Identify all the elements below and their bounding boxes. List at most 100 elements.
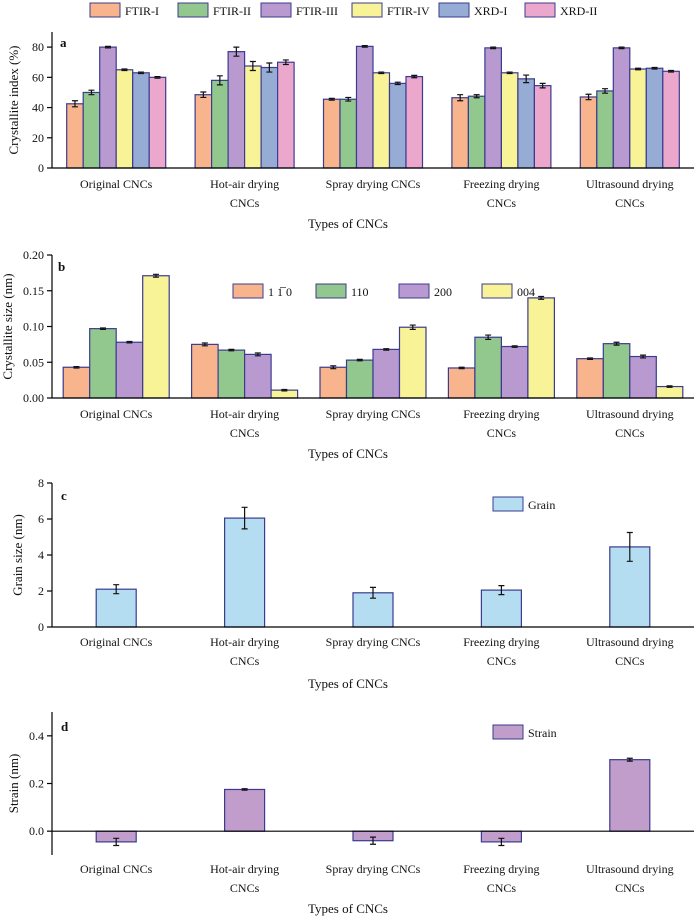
error-bar-b-s1-c0 — [99, 327, 106, 330]
bar-d-s0-c4 — [609, 759, 651, 832]
error-bar-a-s0-c4 — [585, 93, 592, 101]
y-tick-label: 20 — [32, 131, 44, 145]
x-tick-label: CNCs — [615, 881, 645, 895]
legend-label: XRD-I — [474, 4, 507, 18]
bar-a-s1-c4 — [596, 90, 614, 169]
bar-b-s3-c2 — [398, 326, 427, 399]
error-bar-b-s2-c2 — [383, 348, 390, 351]
x-tick-label: CNCs — [615, 654, 645, 668]
legend-swatch — [398, 283, 430, 299]
x-tick-label: Ultrasound drying — [586, 177, 674, 191]
legend-swatch — [315, 283, 347, 299]
y-tick-label: 0.00 — [23, 391, 44, 405]
y-tick-label: 0.20 — [23, 248, 44, 262]
chart-panel-a: 0 20 40 60 80 Original CNCs Hot-air drying CNCs… — [6, 2, 694, 231]
error-bar-a-s3-c3 — [506, 71, 513, 75]
bar-a-s5-c4 — [662, 70, 680, 169]
error-bar-a-s5-c4 — [668, 69, 675, 73]
bar-a-s1-c2 — [339, 98, 358, 169]
x-tick-label: CNCs — [230, 654, 260, 668]
legend-label: FTIR-I — [125, 4, 159, 18]
error-bar-a-s1-c1 — [216, 75, 223, 86]
legend-swatch — [438, 2, 470, 18]
error-bar-c-s0-c1 — [241, 506, 248, 530]
x-tick-label: Hot-air drying — [210, 177, 279, 191]
legend-swatch — [351, 2, 383, 18]
y-axis-label: Crystallite index (%) — [6, 45, 21, 154]
x-tick-label: Hot-air drying — [210, 635, 279, 649]
error-bar-d-s0-c1 — [241, 788, 248, 791]
error-bar-a-s4-c0 — [137, 71, 144, 75]
error-bar-b-s1-c2 — [356, 358, 363, 362]
bar-c-s0-c1 — [224, 517, 266, 628]
error-bar-b-s2-c4 — [640, 354, 647, 359]
legend-swatch — [89, 2, 121, 18]
error-bar-a-s2-c1 — [233, 46, 240, 57]
error-bar-a-s3-c2 — [378, 71, 385, 75]
x-tick-label: Ultrasound drying — [586, 635, 674, 649]
error-bar-d-s0-c2 — [370, 836, 376, 845]
y-tick-label: 0.05 — [23, 355, 44, 369]
y-tick-label: 8 — [38, 476, 44, 490]
error-bar-a-s1-c4 — [602, 88, 609, 94]
error-bar-c-s0-c3 — [498, 585, 505, 596]
bar-a-s2-c4 — [612, 47, 631, 169]
bar-b-s3-c3 — [527, 297, 556, 399]
error-bar-a-s2-c3 — [490, 46, 497, 50]
y-tick-label: 0 — [38, 620, 44, 634]
error-bar-a-s5-c1 — [282, 59, 289, 66]
bar-b-s0-c1 — [191, 343, 219, 399]
error-bar-b-s1-c1 — [228, 348, 235, 352]
error-bar-a-s4-c4 — [651, 66, 658, 70]
legend-label: 110 — [351, 285, 369, 299]
error-bar-a-s1-c3 — [473, 94, 480, 99]
bar-b-s0-c3 — [447, 367, 476, 399]
bar-b-s1-c2 — [345, 359, 374, 399]
error-bar-a-s0-c0 — [71, 100, 78, 108]
error-bar-a-s2-c2 — [361, 45, 368, 48]
error-bar-b-s3-c4 — [666, 385, 673, 388]
legend: FTIR-I FTIR-II FTIR-III FTIR-IV XRD-I XRD-II — [89, 2, 597, 18]
bar-a-s0-c2 — [322, 98, 341, 169]
x-tick-label: CNCs — [230, 196, 260, 210]
legend-label: FTIR-III — [296, 4, 338, 18]
y-tick-label: 4 — [38, 548, 44, 562]
y-tick-label: 6 — [38, 512, 44, 526]
bar-a-s0-c1 — [194, 94, 213, 169]
error-bar-b-s0-c3 — [458, 366, 465, 370]
x-axis-label: Types of CNCs — [308, 216, 388, 231]
bar-a-s1-c1 — [211, 79, 229, 169]
bar-b-s2-c4 — [629, 355, 657, 399]
x-tick-label: Original CNCs — [80, 635, 153, 649]
panel-letter: d — [61, 719, 69, 734]
x-tick-label: Freezing drying — [463, 177, 539, 191]
x-tick-label: Ultrasound drying — [586, 407, 674, 421]
x-tick-label: Original CNCs — [80, 177, 153, 191]
x-tick-label: Spray drying CNCs — [326, 407, 421, 421]
legend-swatch — [492, 724, 524, 740]
bar-a-s3-c2 — [372, 72, 391, 169]
error-bar-b-s3-c1 — [281, 388, 288, 392]
y-tick-label: 60 — [32, 70, 44, 84]
x-tick-label: Original CNCs — [80, 862, 153, 876]
error-bar-a-s1-c0 — [88, 89, 95, 96]
bar-b-s0-c2 — [319, 366, 348, 399]
bar-c-s0-c3 — [480, 589, 522, 628]
bar-b-s1-c1 — [217, 349, 246, 399]
bar-a-s4-c0 — [132, 72, 150, 169]
error-bar-a-s4-c3 — [523, 74, 530, 84]
y-tick-label: 2 — [38, 584, 44, 598]
x-tick-label: Hot-air drying — [210, 862, 279, 876]
bar-a-s0-c4 — [579, 96, 598, 169]
legend-label: 1 1̅ 0 — [268, 285, 292, 299]
legend: Strain — [492, 724, 557, 740]
y-axis-label: Strain (nm) — [6, 754, 21, 814]
y-axis-label: Crystallite size (nm) — [0, 273, 15, 379]
bar-a-s2-c1 — [227, 51, 246, 169]
bar-a-s5-c0 — [148, 76, 167, 169]
legend: 1 1̅ 0 110 200 004 — [232, 283, 535, 299]
error-bar-b-s0-c1 — [201, 342, 208, 347]
x-tick-label: Hot-air drying — [210, 407, 279, 421]
legend-swatch — [481, 283, 513, 299]
